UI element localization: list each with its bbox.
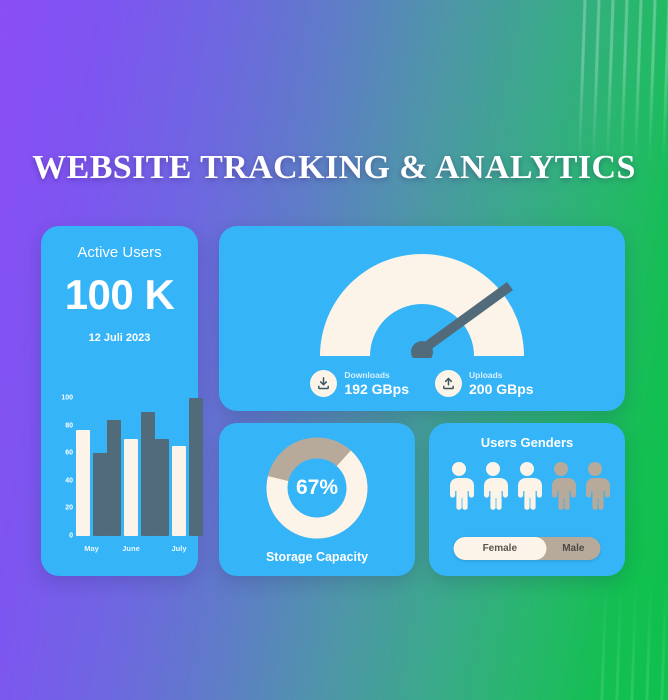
downloads-label: Downloads (344, 369, 390, 380)
gender-toggle[interactable]: Female Male (453, 537, 601, 560)
bar-chart-y-tick: 40 (65, 477, 73, 485)
storage-capacity-label: Storage Capacity (265, 550, 369, 564)
users-genders-title: Users Genders (480, 435, 574, 450)
bar (107, 420, 121, 536)
downloads-kpi: Downloads 192 GBps (310, 370, 409, 397)
storage-donut-svg (266, 437, 368, 539)
page-title: WEBSITE TRACKING & ANALYTICS (32, 149, 636, 186)
active-users-value: 100 K (64, 271, 175, 318)
background-streaks-top-right (578, 0, 668, 165)
bar-chart-y-tick: 80 (65, 422, 73, 430)
bar-chart-plot-area: May June July (76, 398, 203, 553)
storage-donut-chart: 67% (265, 436, 369, 540)
bar-chart-x-label: June (122, 544, 140, 553)
person-icon-female (478, 461, 508, 516)
person-icon-male (546, 461, 576, 516)
gauge-needle (411, 282, 513, 363)
downloads-value: 192 GBps (344, 380, 409, 397)
donut-value-arc (266, 437, 368, 539)
download-icon (310, 370, 338, 397)
uploads-kpi: Uploads 200 GBps (435, 370, 534, 397)
bar-chart-y-axis: 0 20 40 60 80 100 (49, 394, 75, 540)
bar-chart-y-tick: 100 (61, 394, 73, 402)
storage-capacity-card: 67% Storage Capacity (219, 423, 415, 576)
gender-pictogram-row (429, 461, 625, 516)
person-icon-female (444, 461, 474, 516)
toggle-option-male[interactable]: Male (562, 543, 585, 554)
gauge-arc (320, 254, 524, 356)
gauge-svg (320, 254, 524, 363)
storage-percent-value: 67% (295, 476, 339, 499)
active-users-card: Active Users 100 K 12 Juli 2023 0 20 40 60 8… (41, 226, 203, 576)
bar-group-june: June (107, 411, 155, 553)
bar-chart-x-label: May (84, 544, 99, 553)
bar-group-may: May (76, 429, 107, 553)
active-users-bar-chart: 0 20 40 60 80 100 May June July (49, 394, 203, 558)
downloads-text: Downloads 192 GBps (344, 369, 409, 397)
bar (76, 429, 90, 536)
bar-group-july: July (155, 398, 203, 553)
bar-chart-x-label: July (171, 544, 187, 553)
bar-chart-y-tick: 0 (69, 532, 73, 540)
bar (155, 439, 169, 536)
speed-gauge-card: Downloads 192 GBps Uploads 200 GBps (219, 226, 625, 411)
active-users-title: Active Users (77, 244, 162, 261)
active-users-date: 12 Juli 2023 (88, 332, 151, 344)
bar (124, 439, 138, 536)
person-icon-male (580, 461, 610, 516)
bar (141, 411, 155, 536)
toggle-option-female[interactable]: Female (453, 537, 547, 560)
bar-chart-y-tick: 60 (65, 449, 73, 457)
uploads-label: Uploads (469, 369, 503, 380)
users-genders-card: Users Genders Female Male (429, 423, 625, 576)
bar (172, 446, 186, 536)
background-streaks-bottom-right (598, 580, 668, 700)
gauge-graphic (302, 238, 542, 363)
uploads-value: 200 GBps (469, 380, 534, 397)
bar (93, 453, 107, 536)
upload-icon (435, 370, 462, 397)
bar (189, 398, 203, 536)
person-icon-female (512, 461, 542, 516)
uploads-text: Uploads 200 GBps (469, 369, 534, 397)
gauge-kpi-row: Downloads 192 GBps Uploads 200 GBps (219, 370, 625, 397)
bar-chart-y-tick: 20 (65, 504, 73, 512)
